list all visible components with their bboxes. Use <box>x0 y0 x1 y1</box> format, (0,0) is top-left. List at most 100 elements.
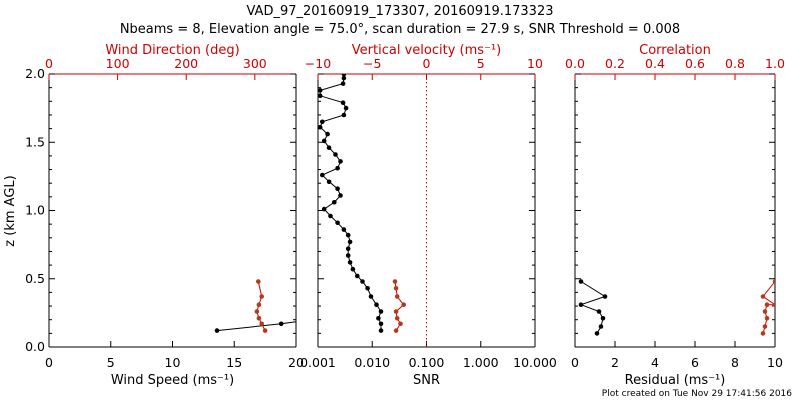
x-tick-label: 0 <box>571 355 579 370</box>
series-black-line <box>319 74 382 331</box>
data-point <box>602 294 608 299</box>
top-tick-label: 0 <box>423 56 431 71</box>
data-point <box>256 302 262 308</box>
data-point <box>578 279 584 284</box>
data-point <box>343 105 349 111</box>
data-point <box>320 172 325 178</box>
data-point <box>760 331 766 336</box>
data-point <box>338 159 343 164</box>
data-point <box>321 206 327 212</box>
bottom-axis-label: SNR <box>413 373 440 388</box>
series-red-group <box>760 279 775 336</box>
data-point <box>365 286 370 291</box>
data-point <box>394 316 400 321</box>
data-point <box>335 220 340 226</box>
data-point <box>596 309 602 314</box>
data-point <box>345 232 351 238</box>
data-point <box>278 321 284 327</box>
top-tick-label: 300 <box>243 56 267 71</box>
y-axis-label: z (km AGL) <box>3 175 18 246</box>
data-point <box>378 309 384 314</box>
series-red-group <box>392 279 407 333</box>
top-axis-label: Wind Direction (deg) <box>105 43 239 58</box>
panel-residual-correlation: 0 2 4 6 8 10 0.0 0.2 0.4 0.6 0.8 1.0 Residual (ms⁻¹)… <box>565 43 785 388</box>
data-point <box>341 112 347 118</box>
x-tick-label: 0.100 <box>409 355 445 370</box>
data-point <box>578 302 584 308</box>
data-point <box>256 316 262 321</box>
x-tick-label: 10 <box>165 355 181 370</box>
data-point <box>347 260 353 265</box>
data-point <box>374 302 379 308</box>
x-tick-label: 4 <box>651 355 659 370</box>
y-tick-label: 2.0 <box>25 66 45 81</box>
series-black-group <box>578 279 608 336</box>
top-axis-label: Correlation <box>639 43 711 58</box>
data-point <box>376 316 381 321</box>
data-point <box>341 227 347 232</box>
data-point <box>340 81 346 86</box>
data-point <box>360 279 365 284</box>
x-tick-label: 5 <box>107 355 115 370</box>
x-tick-label: 0 <box>45 355 53 370</box>
x-tick-label: 0.010 <box>354 355 390 370</box>
x-tick-label: 20 <box>288 355 304 370</box>
x-tick-label: 2 <box>611 355 619 370</box>
y-tick-label: 1.5 <box>25 134 45 149</box>
x-tick-label: 0.001 <box>300 355 336 370</box>
data-point <box>325 131 330 137</box>
top-tick-label: 200 <box>174 56 198 71</box>
figure-title-line2: Nbeams = 8, Elevation angle = 75.0°, sca… <box>120 22 680 37</box>
data-point <box>600 316 606 321</box>
data-point <box>350 266 356 272</box>
data-point <box>398 321 403 327</box>
data-point <box>321 138 327 144</box>
data-point <box>255 279 261 284</box>
data-point <box>764 316 770 321</box>
x-tick-label: 10.000 <box>513 355 557 370</box>
data-point <box>598 324 604 329</box>
data-point <box>347 239 353 245</box>
data-point <box>378 328 384 333</box>
data-point <box>594 331 600 336</box>
data-point <box>262 328 268 333</box>
top-tick-label: −10 <box>305 56 331 71</box>
y-tick-label: 0.0 <box>25 339 45 354</box>
data-point <box>394 294 400 299</box>
data-point <box>393 286 399 291</box>
top-tick-label: 0.0 <box>565 56 585 71</box>
series-black-line <box>216 321 296 332</box>
data-point <box>762 324 768 329</box>
data-point <box>318 124 323 130</box>
top-tick-label: 0.8 <box>725 56 745 71</box>
data-point <box>338 193 343 198</box>
data-point <box>333 152 338 157</box>
bottom-axis-label: Wind Speed (ms⁻¹) <box>111 373 234 388</box>
top-tick-label: 1.0 <box>765 56 785 71</box>
data-point <box>318 88 323 93</box>
data-point <box>772 279 775 284</box>
x-tick-label: 10 <box>767 355 783 370</box>
data-point <box>345 253 351 258</box>
data-point <box>355 273 360 279</box>
data-point <box>341 74 347 77</box>
x-tick-label: 1.000 <box>463 355 499 370</box>
data-point <box>335 186 340 191</box>
data-point <box>392 279 398 284</box>
data-point <box>762 309 768 314</box>
panel-snr-vertical-velocity: 0.001 0.010 0.100 1.000 10.000 −10 −5 0 5 10 SNR Ve… <box>300 43 557 388</box>
data-point <box>764 302 770 308</box>
y-tick-label: 0.5 <box>25 271 45 286</box>
data-point <box>259 321 265 327</box>
x-tick-label: 15 <box>226 355 242 370</box>
data-point <box>214 328 220 333</box>
top-tick-label: 0 <box>45 56 53 71</box>
top-tick-label: 10 <box>527 56 543 71</box>
data-point <box>378 321 384 327</box>
data-point <box>341 75 347 81</box>
data-point <box>318 93 323 99</box>
data-point <box>335 165 340 171</box>
data-point <box>320 119 325 125</box>
